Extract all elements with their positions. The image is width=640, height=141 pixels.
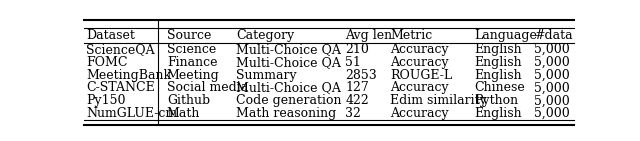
Text: Math reasoning: Math reasoning (236, 107, 337, 120)
Text: Math: Math (167, 107, 200, 120)
Text: 127: 127 (346, 81, 369, 94)
Text: 5,000: 5,000 (534, 94, 570, 107)
Text: Py150: Py150 (86, 94, 125, 107)
Text: 5,000: 5,000 (534, 56, 570, 69)
Text: Accuracy: Accuracy (390, 43, 449, 56)
Text: Python: Python (474, 94, 518, 107)
Text: Meeting: Meeting (167, 69, 220, 82)
Text: C-STANCE: C-STANCE (86, 81, 155, 94)
Text: Chinese: Chinese (474, 81, 525, 94)
Text: Accuracy: Accuracy (390, 81, 449, 94)
Text: Summary: Summary (236, 69, 297, 82)
Text: MeetingBank: MeetingBank (86, 69, 171, 82)
Text: Github: Github (167, 94, 210, 107)
Text: 5,000: 5,000 (534, 43, 570, 56)
Text: ROUGE-L: ROUGE-L (390, 69, 452, 82)
Text: 5,000: 5,000 (534, 69, 570, 82)
Text: Dataset: Dataset (86, 29, 135, 42)
Text: English: English (474, 56, 522, 69)
Text: Category: Category (236, 29, 294, 42)
Text: Language: Language (474, 29, 537, 42)
Text: Code generation: Code generation (236, 94, 342, 107)
Text: 5,000: 5,000 (534, 81, 570, 94)
Text: Metric: Metric (390, 29, 432, 42)
Text: 210: 210 (346, 43, 369, 56)
Text: Social media: Social media (167, 81, 248, 94)
Text: Finance: Finance (167, 56, 218, 69)
Text: Accuracy: Accuracy (390, 56, 449, 69)
Text: 5,000: 5,000 (534, 107, 570, 120)
Text: 2853: 2853 (346, 69, 377, 82)
Text: 51: 51 (346, 56, 361, 69)
Text: NumGLUE-cm: NumGLUE-cm (86, 107, 177, 120)
Text: Multi-Choice QA: Multi-Choice QA (236, 43, 341, 56)
Text: 32: 32 (346, 107, 361, 120)
Text: English: English (474, 43, 522, 56)
Text: Avg len: Avg len (346, 29, 392, 42)
Text: Edim similarity: Edim similarity (390, 94, 487, 107)
Text: #data: #data (534, 29, 572, 42)
Text: ScienceQA: ScienceQA (86, 43, 155, 56)
Text: 422: 422 (346, 94, 369, 107)
Text: Multi-Choice QA: Multi-Choice QA (236, 81, 341, 94)
Text: Accuracy: Accuracy (390, 107, 449, 120)
Text: Source: Source (167, 29, 211, 42)
Text: Science: Science (167, 43, 216, 56)
Text: English: English (474, 107, 522, 120)
Text: FOMC: FOMC (86, 56, 127, 69)
Text: English: English (474, 69, 522, 82)
Text: Multi-Choice QA: Multi-Choice QA (236, 56, 341, 69)
